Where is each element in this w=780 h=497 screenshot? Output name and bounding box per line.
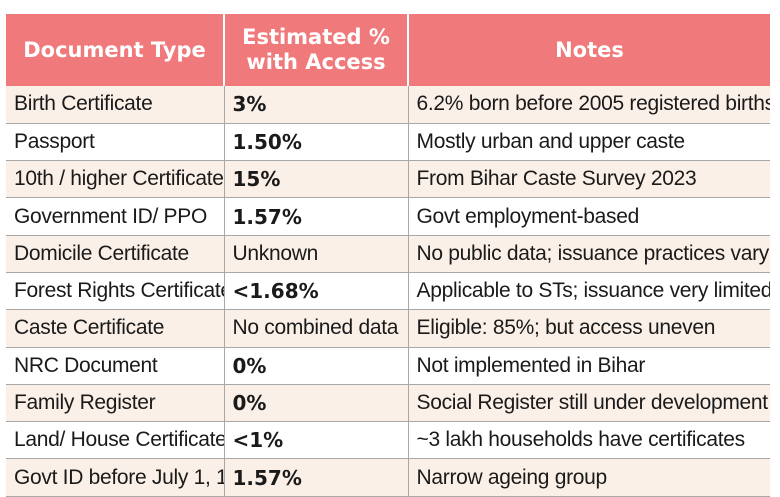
cell-notes: Mostly urban and upper caste bbox=[408, 123, 770, 162]
cell-document-type: NRC Document bbox=[6, 347, 225, 385]
cell-document-type: Family Register bbox=[6, 384, 225, 423]
cell-access: 3% bbox=[224, 86, 409, 124]
cell-document-type: Govt ID before July 1, 1987 bbox=[6, 458, 225, 497]
cell-document-type: Land/ House Certificate bbox=[6, 421, 225, 460]
cell-document-type: 10th / higher Certificate bbox=[6, 160, 225, 199]
cell-notes: ~3 lakh households have certificates bbox=[408, 421, 770, 460]
header-document-type: Document Type bbox=[6, 14, 225, 86]
cell-access: 1.57% bbox=[224, 458, 409, 497]
table-row: Caste Certificate No combined data Eligi… bbox=[6, 309, 770, 348]
cell-notes: Govt employment-based bbox=[408, 197, 770, 236]
cell-document-type: Domicile Certificate bbox=[6, 235, 225, 273]
cell-access: 1.50% bbox=[224, 123, 409, 162]
cell-document-type: Caste Certificate bbox=[6, 309, 225, 348]
cell-access: <1.68% bbox=[224, 272, 409, 311]
table-header: Document Type Estimated % with Access No… bbox=[6, 14, 770, 86]
table-row: NRC Document 0% Not implemented in Bihar bbox=[6, 347, 770, 385]
cell-notes: Not implemented in Bihar bbox=[408, 347, 770, 385]
cell-access: <1% bbox=[224, 421, 409, 460]
cell-notes: 6.2% born before 2005 registered births bbox=[408, 86, 770, 124]
table-row: 10th / higher Certificate 15% From Bihar… bbox=[6, 160, 770, 199]
document-access-table: Document Type Estimated % with Access No… bbox=[6, 14, 770, 497]
table-row: Passport 1.50% Mostly urban and upper ca… bbox=[6, 123, 770, 162]
table-row: Government ID/ PPO 1.57% Govt employment… bbox=[6, 197, 770, 236]
table-row: Family Register 0% Social Register still… bbox=[6, 384, 770, 423]
table-row: Land/ House Certificate <1% ~3 lakh hous… bbox=[6, 421, 770, 460]
cell-document-type: Passport bbox=[6, 123, 225, 162]
cell-access: 0% bbox=[224, 347, 409, 385]
cell-notes: Applicable to STs; issuance very limited bbox=[408, 272, 770, 311]
cell-notes: Narrow ageing group bbox=[408, 458, 770, 497]
cell-access: 1.57% bbox=[224, 197, 409, 236]
cell-document-type: Forest Rights Certificate bbox=[6, 272, 225, 311]
cell-notes: No public data; issuance practices vary bbox=[408, 235, 770, 273]
cell-notes: Eligible: 85%; but access uneven bbox=[408, 309, 770, 348]
header-estimated-access: Estimated % with Access bbox=[224, 14, 409, 86]
cell-access: 15% bbox=[224, 160, 409, 199]
cell-notes: From Bihar Caste Survey 2023 bbox=[408, 160, 770, 199]
cell-document-type: Birth Certificate bbox=[6, 86, 225, 124]
table-row: Birth Certificate 3% 6.2% born before 20… bbox=[6, 86, 770, 124]
table-body: Birth Certificate 3% 6.2% born before 20… bbox=[6, 86, 770, 497]
cell-access: No combined data bbox=[224, 309, 409, 348]
table-row: Govt ID before July 1, 1987 1.57% Narrow… bbox=[6, 458, 770, 497]
table-row: Forest Rights Certificate <1.68% Applica… bbox=[6, 272, 770, 311]
cell-document-type: Government ID/ PPO bbox=[6, 197, 225, 236]
header-notes: Notes bbox=[408, 14, 770, 86]
table-row: Domicile Certificate Unknown No public d… bbox=[6, 235, 770, 273]
cell-access: 0% bbox=[224, 384, 409, 423]
cell-access: Unknown bbox=[224, 235, 409, 273]
cell-notes: Social Register still under development bbox=[408, 384, 770, 423]
